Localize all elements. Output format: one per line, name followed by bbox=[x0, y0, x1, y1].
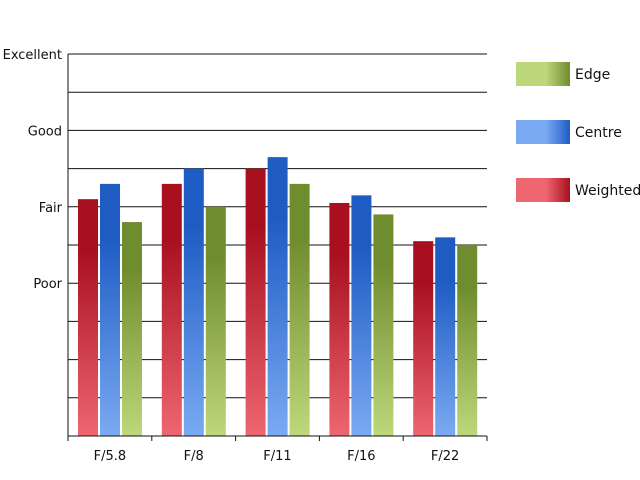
bar-edge-3 bbox=[373, 214, 394, 436]
y-tick-label: Fair bbox=[39, 201, 63, 216]
bar-edge-2 bbox=[289, 183, 310, 436]
bar-edge-0 bbox=[122, 222, 142, 436]
bars bbox=[78, 157, 478, 436]
bar-centre-2 bbox=[267, 157, 288, 436]
legend: Edge Centre Weighted bbox=[516, 62, 640, 202]
bar-centre-0 bbox=[100, 183, 120, 436]
legend-label-centre: Centre bbox=[575, 125, 622, 141]
bar-weighted-2 bbox=[245, 168, 266, 436]
x-tick-label: F/22 bbox=[431, 449, 459, 464]
bar-edge-4 bbox=[457, 245, 478, 436]
bar-weighted-1 bbox=[161, 183, 182, 436]
y-tick-labels: Poor Fair Good Excellent bbox=[3, 48, 63, 292]
bar-weighted-4 bbox=[413, 241, 434, 436]
bar-weighted-3 bbox=[329, 202, 350, 436]
bar-weighted-0 bbox=[78, 199, 98, 436]
bar-centre-1 bbox=[183, 168, 204, 436]
y-tick-label: Good bbox=[28, 124, 62, 139]
legend-swatch-centre bbox=[516, 120, 570, 144]
x-tick-label: F/16 bbox=[347, 449, 375, 464]
axes bbox=[67, 54, 488, 441]
x-tick-label: F/11 bbox=[263, 449, 291, 464]
x-tick-label: F/5.8 bbox=[94, 449, 127, 464]
legend-label-edge: Edge bbox=[575, 67, 610, 83]
bar-edge-1 bbox=[205, 206, 226, 436]
y-tick-label: Poor bbox=[33, 277, 62, 292]
x-tick-labels: F/5.8 F/8 F/11 F/16 F/22 bbox=[94, 449, 460, 464]
bar-centre-3 bbox=[351, 195, 372, 436]
legend-swatch-edge bbox=[516, 62, 570, 86]
legend-swatch-weighted bbox=[516, 178, 570, 202]
y-tick-label: Excellent bbox=[3, 48, 62, 63]
bar-centre-4 bbox=[435, 237, 456, 436]
x-tick-label: F/8 bbox=[184, 449, 204, 464]
legend-label-weighted: Weighted bbox=[575, 183, 640, 199]
